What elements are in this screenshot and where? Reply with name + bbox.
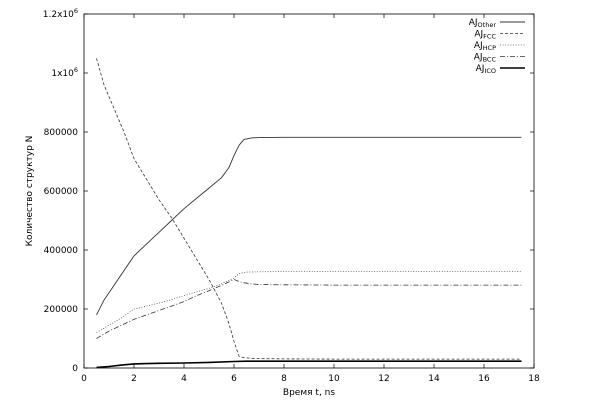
legend-label-fcc: AJFCC: [474, 30, 496, 41]
x-tick-label: 12: [378, 374, 389, 384]
x-tick-label: 6: [231, 374, 237, 384]
legend-label-bcc: AJBCC: [474, 53, 497, 64]
x-tick-label: 8: [281, 374, 287, 384]
x-axis-label: Время t, ns: [283, 388, 335, 398]
legend-label-other: AJOther: [469, 18, 497, 29]
legend-label-hcp: AJHCP: [474, 41, 496, 52]
series-group: [96, 58, 522, 369]
x-tick-label: 2: [131, 374, 137, 384]
x-tick-label: 10: [328, 374, 340, 384]
series-line-hcp: [96, 271, 522, 333]
y-tick-label: 1.2x106: [43, 7, 78, 20]
series-line-bcc: [96, 279, 522, 339]
x-tick-label: 18: [528, 374, 540, 384]
y-tick-label: 600000: [44, 187, 79, 197]
legend-label-ico: AJICO: [476, 64, 496, 75]
y-tick-label: 400000: [44, 246, 79, 256]
x-tick-label: 4: [181, 374, 187, 384]
x-tick-label: 0: [81, 374, 87, 384]
x-tick-label: 16: [478, 374, 490, 384]
y-tick-label: 0: [72, 364, 78, 374]
plot-frame: [83, 13, 535, 369]
series-line-other: [96, 136, 522, 316]
series-line-fcc: [96, 58, 522, 360]
axis-ticks: 0 2 4 6 8 10 12 14 16 18 0 200000 400000 600000 800000…: [43, 7, 540, 384]
y-tick-label: 1x106: [51, 66, 78, 79]
x-tick-label: 14: [428, 374, 440, 384]
y-axis-label: Количество структур N: [25, 136, 35, 247]
y-tick-label: 200000: [44, 305, 79, 315]
series-line-ico: [96, 360, 522, 369]
y-tick-label: 800000: [44, 128, 79, 138]
